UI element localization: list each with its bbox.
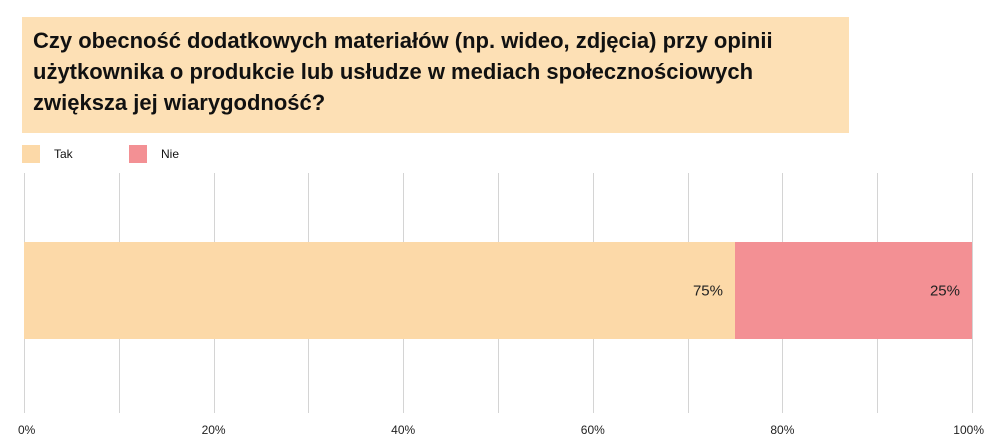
chart-title: Czy obecność dodatkowych materiałów (np.… [33,28,773,115]
data-label-tak: 75% [693,283,723,300]
data-label-nie: 25% [930,283,960,300]
x-tick-label: 60% [581,423,605,437]
legend-swatch-tak [22,145,40,163]
x-tick-label: 20% [202,423,226,437]
legend-label-nie: Nie [161,147,180,161]
chart-title-box: Czy obecność dodatkowych materiałów (np.… [22,17,849,133]
x-tick-label: 80% [770,423,794,437]
legend-label-tak: Tak [54,147,73,161]
bar-segment-nie [735,242,972,339]
x-tick-label: 0% [18,423,36,437]
legend-swatch-nie [129,145,147,163]
x-tick-label: 40% [391,423,415,437]
bar-segment-tak [24,242,735,339]
x-tick-label: 100% [953,423,984,437]
